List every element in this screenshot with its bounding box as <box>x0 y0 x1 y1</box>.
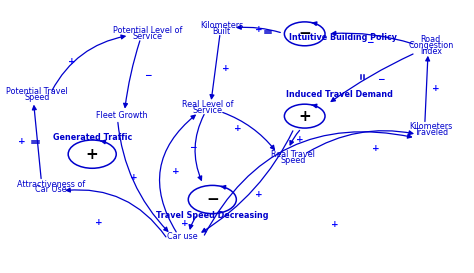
Text: Real Travel: Real Travel <box>271 150 315 159</box>
Text: Service: Service <box>193 106 223 115</box>
Text: Car Use: Car Use <box>35 185 66 194</box>
Text: Index: Index <box>420 47 442 56</box>
Text: +: + <box>255 190 262 199</box>
Text: +: + <box>331 220 338 229</box>
Text: Potential Level of: Potential Level of <box>113 26 182 34</box>
Text: Road: Road <box>421 35 441 44</box>
Text: Speed: Speed <box>24 93 49 102</box>
Text: +: + <box>432 84 439 93</box>
Text: +: + <box>222 64 230 73</box>
Text: Traveled: Traveled <box>414 128 448 137</box>
Text: Intuitive Building Policy: Intuitive Building Policy <box>289 33 397 42</box>
Text: −: − <box>206 192 219 207</box>
Text: Attractiveness of: Attractiveness of <box>17 180 85 189</box>
Text: +: + <box>95 218 103 227</box>
Text: Generated Traffic: Generated Traffic <box>53 133 132 141</box>
Text: Fleet Growth: Fleet Growth <box>97 111 148 120</box>
Text: −: − <box>365 38 373 47</box>
Text: +: + <box>255 25 262 34</box>
Text: −: − <box>189 143 197 152</box>
Text: +: + <box>234 124 242 133</box>
Text: Potential Travel: Potential Travel <box>6 87 68 96</box>
Text: Kilometers: Kilometers <box>409 122 452 131</box>
Text: −: − <box>144 71 151 80</box>
Text: Induced Travel Demand: Induced Travel Demand <box>286 90 393 99</box>
Text: Real Level of: Real Level of <box>182 100 233 109</box>
Text: +: + <box>130 173 137 182</box>
Text: Built: Built <box>212 26 231 35</box>
Text: +: + <box>373 144 380 153</box>
Text: Speed: Speed <box>281 156 306 165</box>
Text: +: + <box>172 167 179 176</box>
Text: −: − <box>377 75 385 84</box>
Text: Service: Service <box>133 32 163 41</box>
Text: Kilometers: Kilometers <box>200 21 243 30</box>
Text: Congestion: Congestion <box>408 41 454 50</box>
Text: +: + <box>298 109 311 124</box>
Text: +: + <box>68 57 75 66</box>
Text: +: + <box>296 135 304 144</box>
Text: Car use: Car use <box>167 232 198 241</box>
Text: −: − <box>298 26 311 41</box>
Text: +: + <box>18 137 25 146</box>
Text: Travel Speed Decreasing: Travel Speed Decreasing <box>156 211 269 220</box>
Text: +: + <box>181 219 188 229</box>
Text: +: + <box>86 147 99 162</box>
